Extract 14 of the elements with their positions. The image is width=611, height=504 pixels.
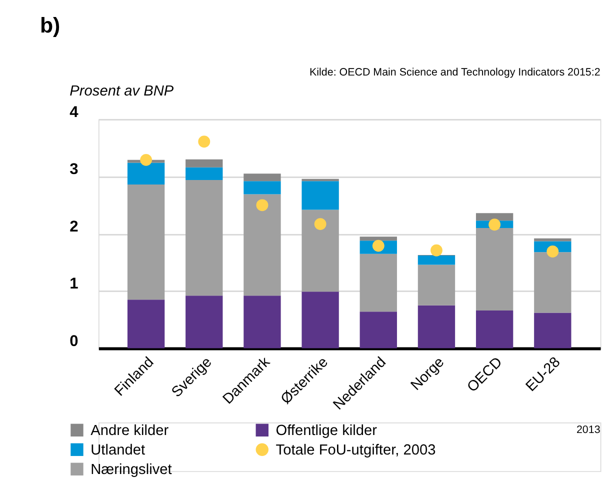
text: 2013 (576, 424, 600, 436)
y-axis-title: Prosent av BNP (70, 83, 174, 100)
legend-label: Næringslivet (90, 462, 172, 478)
legend-label: Totale FoU-utgifter, 2003 (276, 442, 436, 458)
legend-label: Utlandet (90, 442, 146, 458)
y-tick-label: 1 (70, 276, 79, 293)
y-tick-label: 4 (70, 104, 79, 121)
legend-label: Andre kilder (90, 423, 169, 440)
text: Kilde: OECD Main Science and Technology Indicators 2015:2 (310, 66, 600, 78)
y-tick-label: 0 (70, 332, 79, 350)
legend-label: Offentlige kilder (276, 423, 378, 440)
chart-title: b) (40, 14, 60, 38)
y-tick-label: 2 (70, 218, 79, 236)
y-tick-label: 3 (70, 161, 79, 178)
